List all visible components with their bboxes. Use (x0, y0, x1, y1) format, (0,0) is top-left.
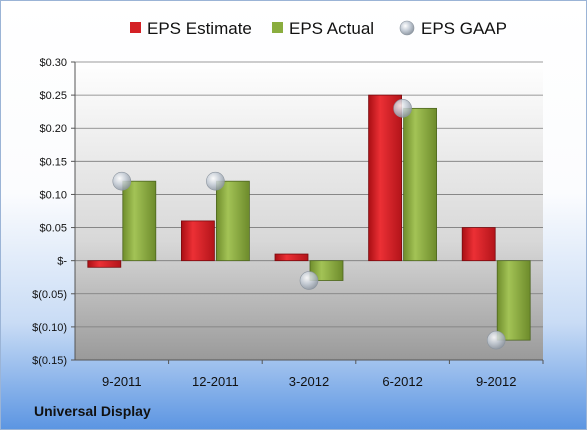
eps-gaap-marker-9-2011 (112, 171, 132, 191)
y-tick-label: $(0.05) (32, 289, 67, 301)
y-tick-label: $0.10 (39, 189, 67, 201)
y-tick-label: $0.30 (39, 57, 67, 69)
eps-estimate-bar-3-2012 (274, 253, 309, 262)
y-tick-label: $0.25 (39, 90, 67, 102)
eps-actual-bar-12-2011 (215, 180, 250, 262)
x-tick-label: 12-2011 (192, 374, 239, 389)
company-name: Universal Display (34, 403, 151, 419)
y-tick-label: $(0.15) (32, 355, 67, 367)
eps-estimate-bar-9-2011 (87, 260, 122, 268)
legend: EPS Estimate EPS Actual EPS GAAP (130, 19, 507, 38)
y-tick-label: $0.05 (39, 223, 67, 235)
eps-estimate-bar-6-2012 (368, 94, 403, 262)
y-tick-label: $(0.10) (32, 322, 67, 334)
eps-estimate-bar-12-2011 (180, 220, 215, 262)
eps-actual-bar-9-2012 (496, 260, 531, 341)
legend-swatch-0 (130, 22, 141, 33)
eps-actual-bar-9-2011 (122, 180, 157, 262)
x-tick-label: 3-2012 (289, 374, 329, 389)
legend-label: EPS Estimate (147, 19, 252, 38)
eps-actual-bar-6-2012 (403, 107, 438, 262)
x-tick-label: 9-2012 (476, 374, 516, 389)
legend-label: EPS GAAP (421, 19, 507, 38)
eps-gaap-marker-12-2011 (206, 171, 225, 191)
eps-gaap-marker-6-2012 (393, 99, 412, 118)
x-tick-label: 6-2012 (382, 374, 422, 389)
y-tick-label: $0.20 (39, 123, 67, 135)
y-tick-label: $0.15 (39, 156, 67, 168)
eps-actual-bar-3-2012 (309, 260, 344, 281)
plot-area: $0.30 $0.25 $0.20 $0.15 $0.10 $0.05 $- $(0.05) $… (32, 57, 544, 389)
eps-estimate-bar-9-2012 (461, 227, 496, 262)
legend-label: EPS Actual (289, 19, 374, 38)
y-tick-label: $- (57, 256, 67, 268)
legend-swatch-1 (272, 22, 283, 33)
eps-gaap-marker-3-2012 (299, 271, 319, 290)
legend-swatch-2 (399, 20, 415, 36)
x-tick-label: 9-2011 (102, 374, 142, 389)
eps-gaap-marker-9-2012 (486, 330, 506, 350)
